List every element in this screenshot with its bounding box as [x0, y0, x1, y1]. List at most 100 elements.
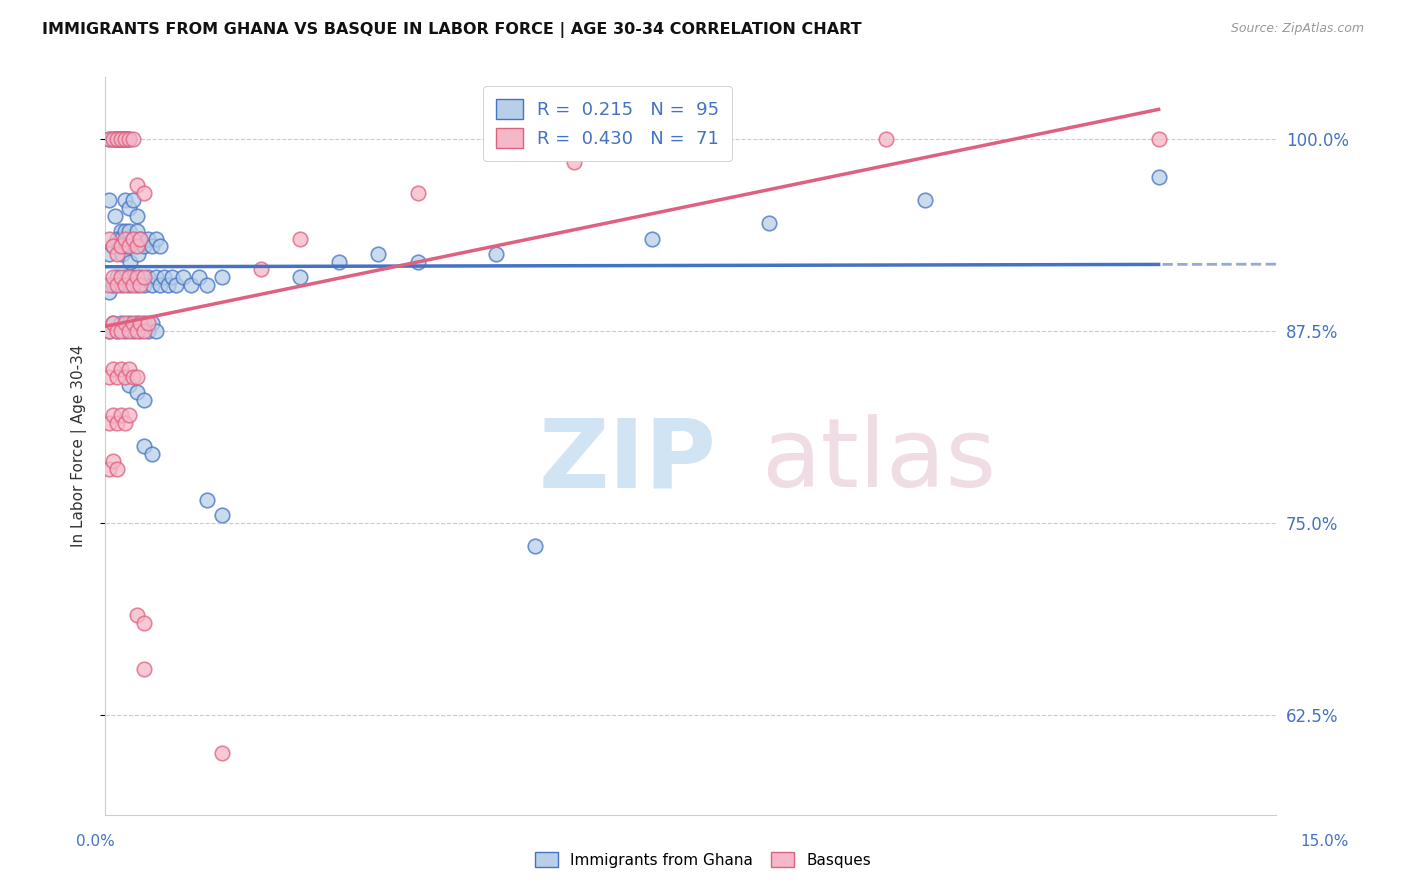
- Point: [105, 270, 128, 285]
- Point: [110, 232, 132, 246]
- Point: [110, 270, 132, 285]
- Point: [136, 324, 159, 338]
- Legend: R =  0.215   N =  95, R =  0.430   N =  71: R = 0.215 N = 95, R = 0.430 N = 71: [484, 87, 733, 161]
- Point: [125, 607, 148, 622]
- Point: [101, 454, 124, 468]
- Point: [180, 277, 202, 292]
- Point: [141, 447, 163, 461]
- Point: [149, 239, 172, 253]
- Point: [134, 270, 156, 285]
- Point: [145, 324, 167, 338]
- Point: [406, 186, 429, 200]
- Point: [101, 409, 124, 423]
- Point: [1147, 132, 1170, 146]
- Point: [105, 324, 128, 338]
- Point: [104, 209, 127, 223]
- Point: [111, 132, 134, 146]
- Point: [134, 186, 156, 200]
- Point: [118, 224, 141, 238]
- Point: [121, 370, 143, 384]
- Point: [129, 232, 152, 246]
- Point: [758, 216, 780, 230]
- Point: [118, 270, 141, 285]
- Point: [160, 270, 183, 285]
- Point: [118, 324, 141, 338]
- Point: [165, 277, 187, 292]
- Point: [114, 316, 136, 330]
- Point: [118, 239, 141, 253]
- Point: [101, 239, 124, 253]
- Point: [114, 324, 136, 338]
- Point: [127, 247, 149, 261]
- Point: [290, 270, 312, 285]
- Point: [110, 224, 132, 238]
- Point: [136, 316, 159, 330]
- Point: [105, 462, 128, 476]
- Point: [211, 508, 233, 522]
- Point: [105, 277, 128, 292]
- Point: [98, 370, 121, 384]
- Point: [484, 247, 506, 261]
- Point: [129, 316, 152, 330]
- Point: [101, 270, 124, 285]
- Text: ZIP: ZIP: [538, 414, 717, 508]
- Point: [105, 324, 128, 338]
- Point: [114, 132, 136, 146]
- Point: [134, 324, 156, 338]
- Point: [98, 132, 121, 146]
- Point: [120, 254, 142, 268]
- Point: [125, 385, 148, 400]
- Point: [125, 239, 148, 253]
- Point: [136, 232, 159, 246]
- Point: [125, 316, 148, 330]
- Text: IMMIGRANTS FROM GHANA VS BASQUE IN LABOR FORCE | AGE 30-34 CORRELATION CHART: IMMIGRANTS FROM GHANA VS BASQUE IN LABOR…: [42, 22, 862, 38]
- Point: [110, 277, 132, 292]
- Point: [98, 232, 121, 246]
- Point: [129, 232, 152, 246]
- Point: [211, 746, 233, 760]
- Point: [121, 270, 143, 285]
- Point: [195, 492, 218, 507]
- Point: [118, 362, 141, 376]
- Point: [114, 370, 136, 384]
- Point: [134, 662, 156, 676]
- Point: [141, 277, 163, 292]
- Text: 15.0%: 15.0%: [1301, 834, 1348, 848]
- Point: [134, 316, 156, 330]
- Point: [118, 316, 141, 330]
- Point: [129, 270, 152, 285]
- Point: [105, 132, 128, 146]
- Point: [98, 277, 121, 292]
- Point: [125, 270, 148, 285]
- Point: [105, 232, 128, 246]
- Point: [107, 132, 129, 146]
- Point: [112, 132, 135, 146]
- Legend: Immigrants from Ghana, Basques: Immigrants from Ghana, Basques: [529, 846, 877, 873]
- Point: [562, 155, 585, 169]
- Point: [104, 132, 127, 146]
- Point: [211, 270, 233, 285]
- Point: [406, 254, 429, 268]
- Point: [118, 201, 141, 215]
- Point: [110, 409, 132, 423]
- Point: [188, 270, 211, 285]
- Text: atlas: atlas: [761, 414, 995, 508]
- Point: [121, 194, 143, 208]
- Point: [121, 277, 143, 292]
- Point: [98, 416, 121, 430]
- Point: [114, 194, 136, 208]
- Point: [101, 132, 124, 146]
- Point: [98, 132, 121, 146]
- Point: [134, 277, 156, 292]
- Point: [98, 285, 121, 300]
- Point: [1147, 170, 1170, 185]
- Point: [523, 539, 546, 553]
- Point: [118, 277, 141, 292]
- Point: [125, 370, 148, 384]
- Point: [101, 239, 124, 253]
- Point: [141, 239, 163, 253]
- Point: [250, 262, 273, 277]
- Point: [149, 277, 172, 292]
- Point: [110, 239, 132, 253]
- Point: [121, 324, 143, 338]
